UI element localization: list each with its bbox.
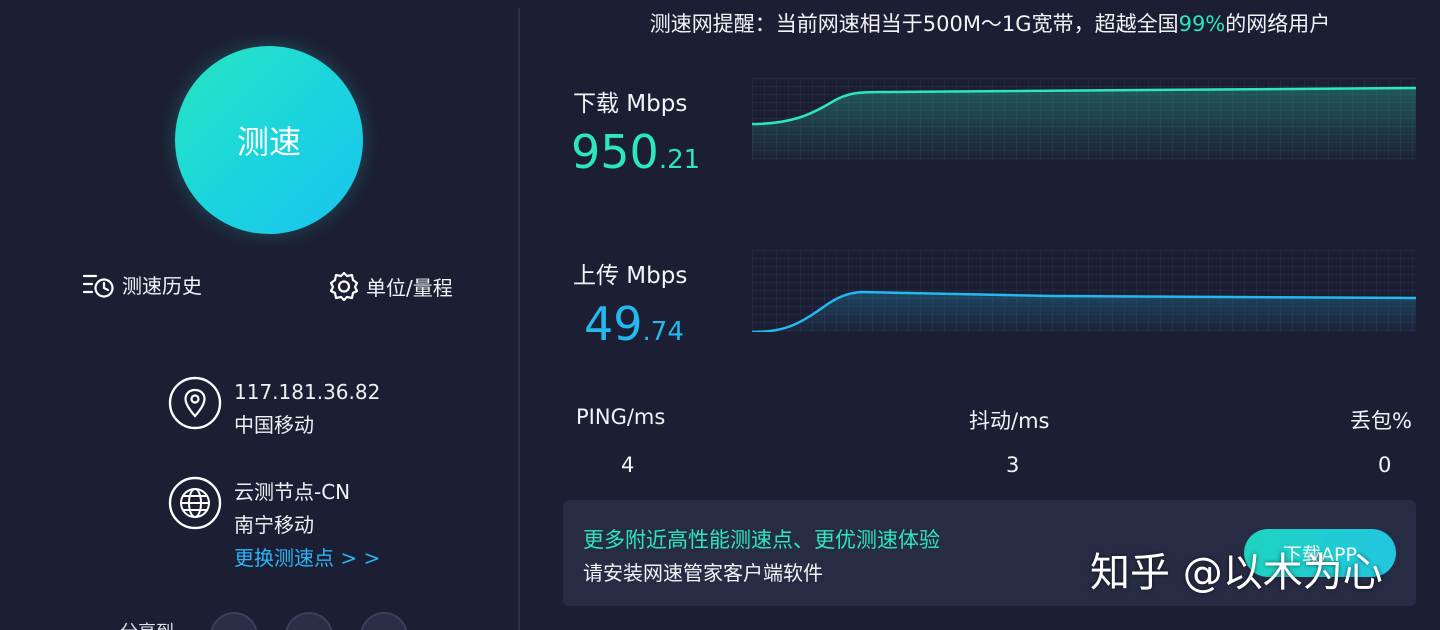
- download-app-label: 下载APP: [1283, 543, 1357, 566]
- download-decimal: .21: [658, 145, 701, 175]
- change-node-link[interactable]: 更换测速点 > >: [234, 546, 381, 570]
- upload-value: 49.74: [584, 297, 684, 351]
- upload-label: 上传 Mbps: [573, 263, 688, 289]
- download-label: 下载 Mbps: [573, 91, 688, 117]
- location-pin-icon: [168, 376, 222, 430]
- watermark: 知乎 @以木为心: [1090, 550, 1383, 596]
- download-value: 950.21: [571, 125, 700, 179]
- jitter-label: 抖动/ms: [969, 409, 1050, 433]
- promo-line1: 更多附近高性能测速点、更优测速体验: [583, 528, 940, 552]
- app-promo-banner: 更多附近高性能测速点、更优测速体验 请安装网速管家客户端软件 下载APP: [563, 500, 1416, 606]
- ip-info: 117.181.36.82 中国移动: [168, 376, 380, 442]
- tip-suffix: 的网络用户: [1225, 12, 1331, 36]
- gear-icon: [329, 271, 359, 302]
- history-label: 测速历史: [122, 274, 202, 298]
- tip-percent: 99%: [1178, 12, 1226, 36]
- jitter-value: 3: [1006, 453, 1020, 477]
- isp-name: 中国移动: [234, 413, 314, 437]
- ip-address: 117.181.36.82: [234, 380, 381, 404]
- units-button[interactable]: 单位/量程: [328, 270, 453, 302]
- wechat-icon[interactable]: [285, 612, 333, 630]
- qq-icon[interactable]: [210, 612, 258, 630]
- download-graph: [752, 78, 1416, 160]
- units-label: 单位/量程: [366, 275, 453, 300]
- download-integer: 950: [571, 125, 659, 179]
- loss-value: 0: [1378, 453, 1392, 477]
- tip-prefix: 测速网提醒：当前网速相当于500M～1G宽带，超越全国: [649, 12, 1179, 36]
- promo-line2: 请安装网速管家客户端软件: [583, 561, 823, 585]
- download-app-button[interactable]: 下载APP: [1244, 529, 1396, 577]
- ping-value: 4: [621, 453, 635, 477]
- upload-graph: [752, 250, 1416, 332]
- start-test-label: 测速: [236, 123, 301, 161]
- panel-divider: [518, 8, 520, 630]
- loss-label: 丢包%: [1350, 409, 1412, 433]
- node-name: 云测节点-CN: [234, 480, 351, 504]
- upload-decimal: .74: [642, 317, 684, 347]
- left-panel: 测速 测速历史 单位/量程: [0, 0, 520, 630]
- weibo-icon[interactable]: [360, 612, 408, 630]
- node-info: 云测节点-CN 南宁移动 更换测速点 > >: [168, 476, 380, 575]
- speed-tip: 测速网提醒：当前网速相当于500M～1G宽带，超越全国99%的网络用户: [520, 8, 1440, 38]
- upload-integer: 49: [584, 297, 643, 351]
- globe-icon: [168, 476, 222, 530]
- share-label: 分享到: [120, 618, 174, 630]
- history-button[interactable]: 测速历史: [82, 270, 202, 299]
- node-location: 南宁移动: [234, 513, 314, 537]
- ping-label: PING/ms: [576, 405, 666, 429]
- start-test-button[interactable]: 测速: [175, 46, 363, 234]
- history-icon: [82, 274, 114, 298]
